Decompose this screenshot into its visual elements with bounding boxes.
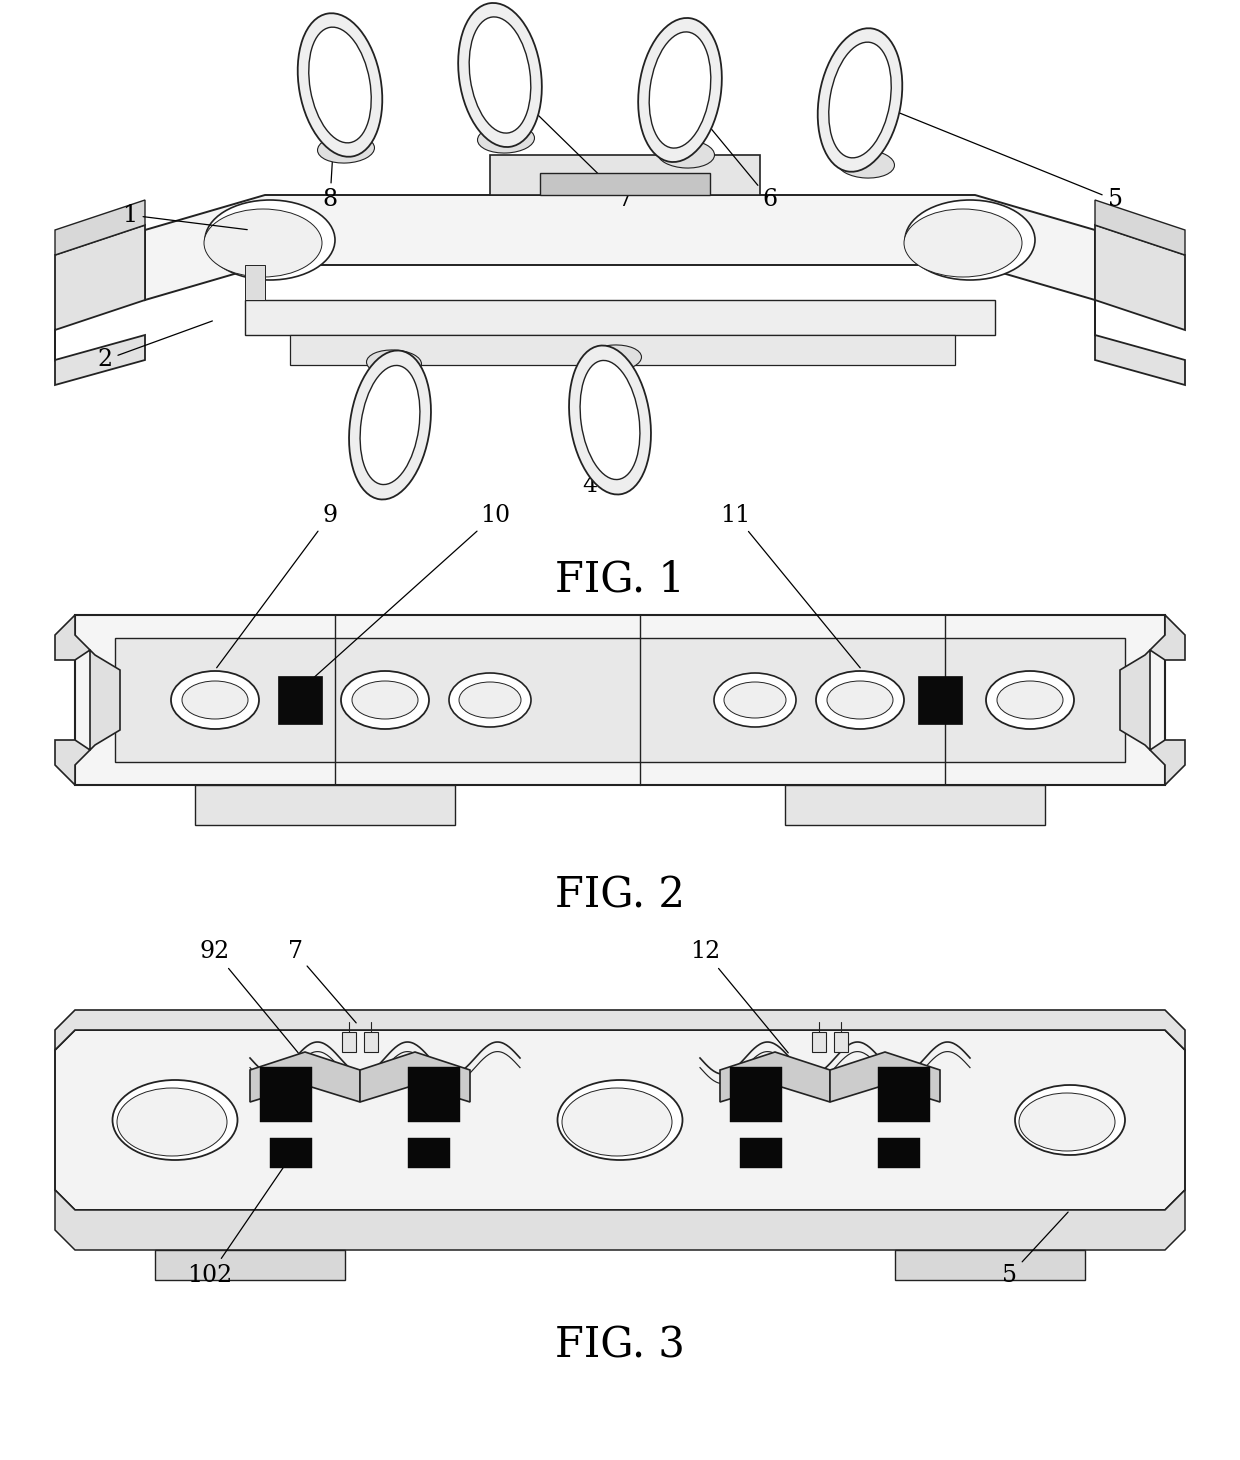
Polygon shape <box>1120 615 1185 785</box>
Text: 11: 11 <box>720 504 861 667</box>
Ellipse shape <box>580 361 640 479</box>
Ellipse shape <box>117 1088 227 1156</box>
Ellipse shape <box>724 682 786 718</box>
Ellipse shape <box>309 28 371 143</box>
Polygon shape <box>290 334 955 365</box>
Polygon shape <box>246 299 994 334</box>
Bar <box>278 676 322 724</box>
Ellipse shape <box>171 672 259 729</box>
Ellipse shape <box>817 28 903 172</box>
Bar <box>408 1137 450 1168</box>
Ellipse shape <box>816 672 904 729</box>
Ellipse shape <box>469 18 531 133</box>
Ellipse shape <box>1019 1094 1115 1150</box>
Bar <box>270 1137 312 1168</box>
Ellipse shape <box>352 680 418 718</box>
Text: FIG. 1: FIG. 1 <box>556 559 684 602</box>
Ellipse shape <box>348 350 432 499</box>
Ellipse shape <box>828 42 892 158</box>
Polygon shape <box>1095 225 1185 385</box>
Text: 5: 5 <box>858 96 1122 212</box>
Bar <box>918 676 962 724</box>
Ellipse shape <box>904 209 1022 277</box>
Polygon shape <box>895 1250 1085 1280</box>
Text: 2: 2 <box>98 321 212 371</box>
Text: 12: 12 <box>689 940 789 1053</box>
Text: 6: 6 <box>677 88 777 212</box>
Bar <box>878 1137 920 1168</box>
Bar <box>539 172 711 196</box>
Polygon shape <box>720 1053 830 1102</box>
Ellipse shape <box>458 3 542 147</box>
Ellipse shape <box>905 200 1035 280</box>
Text: 102: 102 <box>187 1168 284 1286</box>
Polygon shape <box>55 1010 1185 1050</box>
Text: FIG. 3: FIG. 3 <box>556 1324 684 1367</box>
Ellipse shape <box>587 345 641 371</box>
Ellipse shape <box>477 126 534 153</box>
Text: FIG. 2: FIG. 2 <box>556 875 684 915</box>
Text: 8: 8 <box>322 88 337 212</box>
Polygon shape <box>55 225 145 385</box>
Polygon shape <box>55 200 145 255</box>
Ellipse shape <box>569 346 651 495</box>
Ellipse shape <box>367 350 422 377</box>
Ellipse shape <box>205 200 335 280</box>
Bar <box>260 1067 312 1121</box>
Ellipse shape <box>827 680 893 718</box>
Bar <box>408 1067 460 1121</box>
Text: 9: 9 <box>217 504 337 667</box>
Polygon shape <box>155 1250 345 1280</box>
Polygon shape <box>785 785 1045 825</box>
Polygon shape <box>360 1053 470 1102</box>
Text: 5: 5 <box>1002 1212 1068 1286</box>
Text: 7: 7 <box>498 77 632 212</box>
Ellipse shape <box>182 680 248 718</box>
Ellipse shape <box>986 672 1074 729</box>
Ellipse shape <box>205 209 322 277</box>
Polygon shape <box>55 1029 1185 1210</box>
Ellipse shape <box>459 682 521 718</box>
Bar <box>730 1067 782 1121</box>
Polygon shape <box>246 266 265 299</box>
Polygon shape <box>830 1053 940 1102</box>
Ellipse shape <box>650 32 711 147</box>
Ellipse shape <box>639 18 722 162</box>
Bar <box>365 1032 378 1053</box>
Bar <box>740 1137 782 1168</box>
Polygon shape <box>115 638 1125 762</box>
Bar <box>878 1067 930 1121</box>
Ellipse shape <box>714 673 796 727</box>
Text: 4: 4 <box>583 453 599 496</box>
Ellipse shape <box>317 134 374 164</box>
Polygon shape <box>55 615 120 785</box>
Ellipse shape <box>997 680 1063 718</box>
Text: 3: 3 <box>362 453 393 496</box>
Ellipse shape <box>558 1080 682 1161</box>
Text: 92: 92 <box>200 940 299 1053</box>
Polygon shape <box>490 155 760 196</box>
Ellipse shape <box>360 365 420 485</box>
Bar <box>812 1032 826 1053</box>
Polygon shape <box>74 615 1166 785</box>
Polygon shape <box>195 785 455 825</box>
Text: 7: 7 <box>288 940 356 1023</box>
Ellipse shape <box>449 673 531 727</box>
Bar <box>835 1032 848 1053</box>
Ellipse shape <box>341 672 429 729</box>
Polygon shape <box>250 1053 360 1102</box>
Ellipse shape <box>657 140 714 168</box>
Text: 10: 10 <box>303 504 510 688</box>
Ellipse shape <box>1016 1085 1125 1155</box>
Polygon shape <box>145 196 1095 299</box>
Ellipse shape <box>113 1080 238 1161</box>
Polygon shape <box>1095 200 1185 255</box>
Ellipse shape <box>837 150 894 178</box>
Polygon shape <box>55 1190 1185 1250</box>
Bar <box>342 1032 356 1053</box>
Ellipse shape <box>298 13 382 156</box>
Ellipse shape <box>562 1088 672 1156</box>
Text: 1: 1 <box>123 203 247 229</box>
